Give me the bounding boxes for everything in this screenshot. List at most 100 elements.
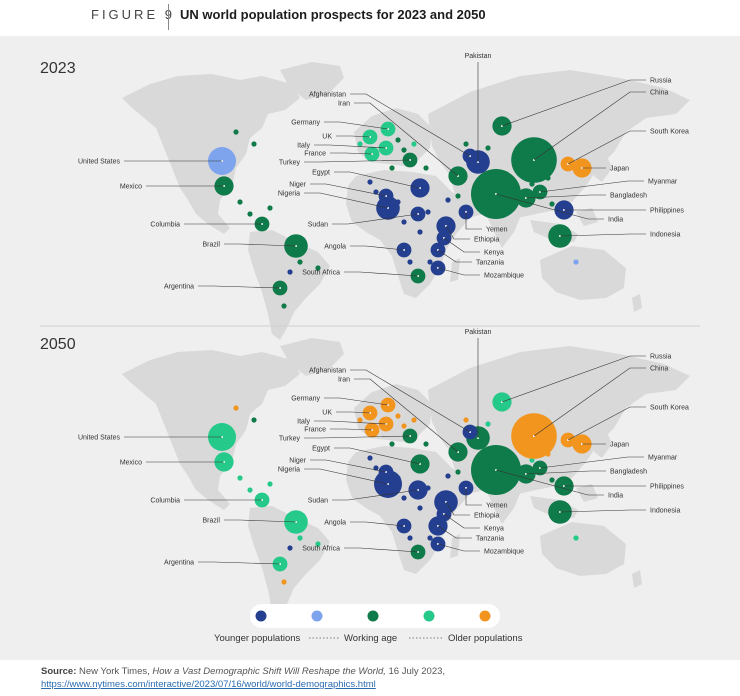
minor-country-dot (401, 495, 407, 501)
leader-line (567, 130, 646, 165)
leader-line (310, 183, 387, 197)
country-label: Myanmar (648, 179, 678, 186)
country-label: Japan (610, 166, 629, 173)
country-label: Iran (338, 377, 350, 384)
minor-country-dot (411, 141, 417, 147)
country-label: Ethiopia (474, 513, 499, 520)
minor-country-dot (251, 141, 257, 147)
minor-country-dot (417, 505, 423, 511)
minor-country-dot (357, 417, 363, 423)
source-date: 16 July 2023, (388, 666, 446, 677)
country-label: China (650, 90, 668, 97)
leader-line (332, 213, 419, 225)
minor-country-dot (573, 535, 579, 541)
country-label: Argentina (164, 284, 194, 291)
leader-line (330, 152, 373, 155)
leader-line (559, 233, 646, 237)
country-label: Indonesia (650, 232, 680, 239)
country-label: Angola (324, 244, 346, 251)
leader-line (310, 459, 387, 473)
country-label: South Korea (650, 129, 689, 136)
minor-country-dot (267, 205, 273, 211)
minor-country-dot (287, 269, 293, 275)
leader-line (501, 355, 646, 403)
country-label: Columbia (150, 498, 180, 505)
leader-line (354, 378, 459, 453)
country-label: Nigeria (278, 467, 300, 474)
country-label: Italy (297, 419, 310, 426)
legend-swatch-working-light (423, 610, 435, 622)
header-divider (168, 4, 169, 30)
country-label: Russia (650, 354, 672, 361)
minor-country-dot (401, 219, 407, 225)
leader-line (567, 406, 646, 441)
source-link[interactable]: https://www.nytimes.com/interactive/2023… (41, 679, 376, 690)
leader-line (501, 79, 646, 127)
world-map-2023 (122, 62, 690, 340)
leader-line (304, 159, 411, 163)
leader-line (525, 470, 606, 475)
source-label: Source: (41, 666, 77, 677)
country-label: South Korea (650, 405, 689, 412)
minor-country-dot (463, 417, 469, 423)
leader-line (336, 411, 371, 414)
country-label: Mexico (120, 184, 142, 191)
minor-country-dot (411, 417, 417, 423)
legend-swatch-working (367, 610, 379, 622)
minor-country-dot (315, 541, 321, 547)
minor-country-dot (425, 209, 431, 215)
source-title: How a Vast Demographic Shift Will Reshap… (152, 666, 386, 677)
minor-country-dot (485, 421, 491, 427)
leader-line (495, 469, 604, 496)
country-label: Mexico (120, 460, 142, 467)
country-label: UK (322, 410, 332, 417)
country-label: Philippines (650, 208, 684, 215)
minor-country-dot (427, 259, 433, 265)
country-label: Yemen (486, 227, 508, 234)
minor-country-dot (395, 413, 401, 419)
leader-line (533, 367, 646, 437)
minor-country-dot (485, 145, 491, 151)
leader-line (304, 192, 389, 209)
minor-country-dot (573, 259, 579, 265)
minor-country-dot (373, 465, 379, 471)
country-label: Philippines (650, 484, 684, 491)
leader-line (334, 447, 421, 465)
leader-line (304, 468, 389, 485)
leader-line (198, 285, 281, 289)
minor-country-dot (389, 165, 395, 171)
minor-country-dot (549, 477, 555, 483)
minor-country-dot (417, 229, 423, 235)
country-label: Niger (289, 182, 306, 189)
leader-line (336, 135, 371, 138)
minor-country-dot (237, 475, 243, 481)
leader-line (495, 193, 604, 220)
leader-line (198, 561, 281, 565)
leader-line (437, 525, 472, 539)
leader-line (443, 513, 480, 529)
country-label: South Africa (302, 546, 340, 553)
minor-country-dot (445, 197, 451, 203)
country-label: Angola (324, 520, 346, 527)
leader-line (539, 180, 644, 193)
country-label: United States (78, 435, 121, 442)
world-map-2050 (122, 338, 690, 616)
minor-country-dot (233, 405, 239, 411)
country-label: Brazil (202, 242, 220, 249)
minor-country-dot (367, 455, 373, 461)
minor-country-dot (373, 189, 379, 195)
leader-line (354, 102, 459, 177)
leader-line (559, 509, 646, 513)
country-label: South Africa (302, 270, 340, 277)
legend-working-label: Working age (344, 633, 397, 644)
minor-country-dot (315, 265, 321, 271)
minor-country-dot (287, 545, 293, 551)
country-label: Iran (338, 101, 350, 108)
leader-line (443, 237, 480, 253)
country-label: France (304, 427, 326, 434)
country-label: Tanzania (476, 536, 504, 543)
minor-country-dot (251, 417, 257, 423)
leader-line (350, 245, 405, 251)
country-label: Sudan (308, 498, 328, 505)
